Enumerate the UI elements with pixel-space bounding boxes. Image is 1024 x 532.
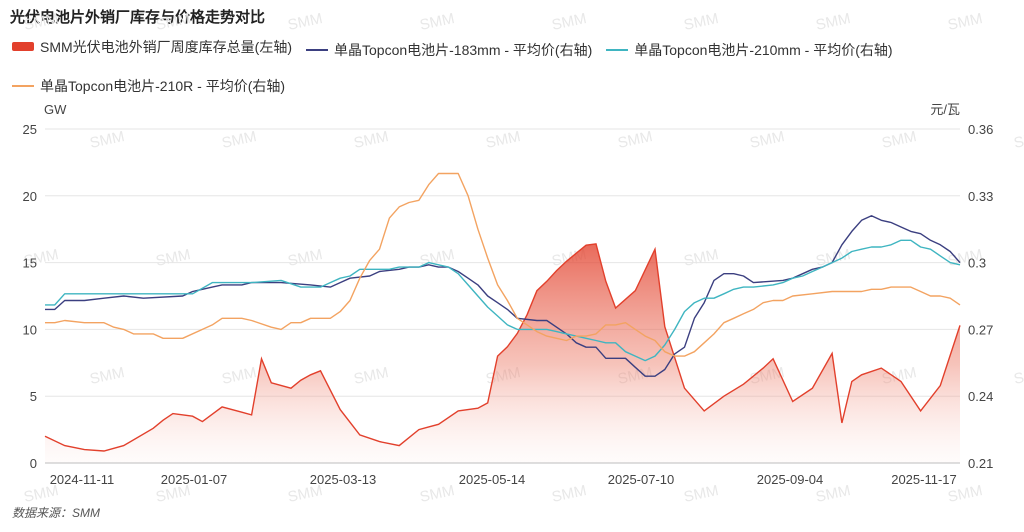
left-tick-label: 5: [30, 389, 37, 404]
watermark: SMM: [814, 10, 852, 34]
watermark: SMM: [418, 10, 456, 34]
watermark: SMM: [154, 10, 192, 34]
watermark: SMM: [946, 10, 984, 34]
left-tick-label: 20: [23, 189, 37, 204]
x-tick-label: 2024-11-11: [50, 472, 115, 487]
watermark: SMM: [682, 246, 720, 270]
right-axis-label: 元/瓦: [930, 102, 960, 117]
watermark: SMM: [418, 246, 456, 270]
watermark: SMM: [550, 482, 588, 506]
watermark: SMM: [418, 482, 456, 506]
watermark: SMM: [550, 10, 588, 34]
watermark: SMM: [286, 246, 324, 270]
legend-label: 单晶Topcon电池片-210R - 平均价(右轴): [40, 78, 286, 94]
legend-item[interactable]: SMM光伏电池外销厂周度库存总量(左轴): [12, 37, 292, 57]
series-line-inventory: [44, 243, 961, 452]
series-line-3: [45, 172, 961, 357]
x-tick-label: 2025-03-13: [310, 472, 377, 487]
series-area-inventory: [45, 243, 960, 463]
legend-label: 单晶Topcon电池片-210mm - 平均价(右轴): [634, 42, 893, 58]
watermark: SMM: [286, 482, 324, 506]
x-tick-label: 2025-07-10: [608, 472, 675, 487]
right-tick-label: 0.36: [968, 122, 993, 137]
source-note: 数据来源：SMM: [12, 506, 100, 520]
x-tick-label: 2025-11-17: [891, 472, 957, 487]
legend: SMM光伏电池外销厂周度库存总量(左轴) 单晶Topcon电池片-183mm - …: [12, 36, 1012, 108]
watermark: SMM: [22, 482, 60, 506]
legend-swatch: [606, 49, 629, 51]
watermark: SMM: [154, 482, 192, 506]
watermark: SMM: [88, 128, 126, 152]
watermark: SMM: [1012, 364, 1024, 388]
right-tick-label: 0.24: [968, 389, 993, 404]
left-axis-label: GW: [44, 102, 67, 117]
legend-swatch: [12, 42, 34, 51]
legend-item[interactable]: 单晶Topcon电池片-210R - 平均价(右轴): [12, 76, 285, 96]
watermark: SMM: [946, 482, 984, 506]
right-tick-label: 0.27: [968, 322, 993, 337]
watermark: SMM: [352, 364, 390, 388]
watermark: SMM: [880, 128, 918, 152]
right-tick-label: 0.3: [968, 256, 986, 271]
legend-label: SMM光伏电池外销厂周度库存总量(左轴): [40, 38, 292, 55]
watermark: SMM: [484, 128, 522, 152]
watermark: SMM: [22, 10, 60, 34]
watermark: SMM: [352, 128, 390, 152]
watermark: SMM: [616, 128, 654, 152]
series-line-2: [45, 239, 961, 362]
legend-label: 单晶Topcon电池片-183mm - 平均价(右轴): [334, 42, 593, 58]
right-tick-label: 0.33: [968, 189, 993, 204]
legend-item[interactable]: 单晶Topcon电池片-183mm - 平均价(右轴): [306, 40, 592, 60]
left-tick-label: 15: [23, 256, 37, 271]
watermark: SMM: [814, 482, 852, 506]
watermark: SMM: [286, 10, 324, 34]
x-tick-label: 2025-09-04: [757, 472, 824, 487]
watermark: SMM: [682, 10, 720, 34]
watermark: SMM: [220, 128, 258, 152]
x-tick-label: 2025-05-14: [459, 472, 526, 487]
left-tick-label: 25: [23, 122, 37, 137]
left-tick-label: 10: [23, 322, 37, 337]
watermark: SMM: [88, 364, 126, 388]
x-tick-label: 2025-01-07: [161, 472, 228, 487]
watermark: SMM: [22, 246, 60, 270]
left-tick-label: 0: [30, 456, 37, 471]
right-tick-label: 0.21: [968, 456, 993, 471]
watermark: SMM: [1012, 128, 1024, 152]
legend-swatch: [12, 85, 34, 87]
legend-swatch: [306, 49, 328, 51]
watermark: SMM: [682, 482, 720, 506]
chart-title: 光伏电池片外销厂库存与价格走势对比: [10, 9, 266, 26]
watermark: SMM: [154, 246, 192, 270]
legend-item[interactable]: 单晶Topcon电池片-210mm - 平均价(右轴): [606, 40, 893, 60]
watermark: SMM: [220, 364, 258, 388]
watermark: SMM: [814, 246, 852, 270]
watermark: SMM: [748, 128, 786, 152]
